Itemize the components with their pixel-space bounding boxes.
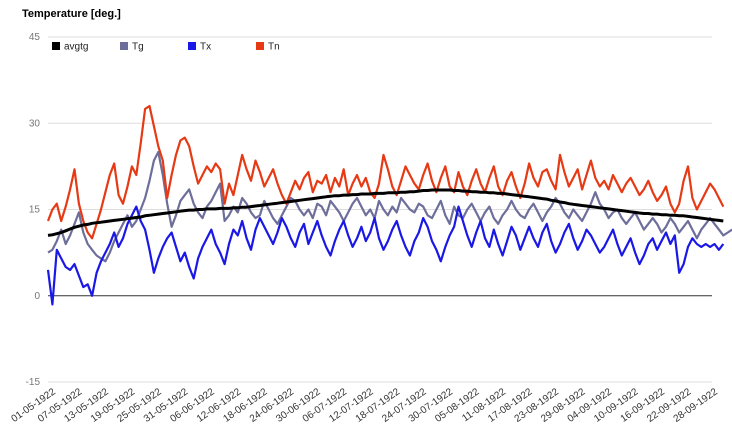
legend-item-tn: Tn [256,42,280,53]
series-line-tn [46,104,725,240]
y-tick-labels: -15 0 15 30 45 [26,32,41,388]
series-line-tg [47,150,732,263]
legend-swatch [52,42,60,50]
legend-label: Tx [200,42,211,53]
legend-swatch [256,42,264,50]
series-line-tx [46,205,725,306]
legend: avgtg Tg Tx Tn [52,42,280,53]
legend-swatch [188,42,196,50]
legend-label: avgtg [64,42,88,53]
legend-swatch [120,42,128,50]
y-tick-label: 45 [29,32,41,43]
x-tick-labels: 01-05-192207-05-192213-05-192219-05-1922… [10,386,721,425]
y-tick-label: 15 [29,205,41,216]
legend-item-avgtg: avgtg [52,42,88,53]
series-lines [46,104,732,306]
series-line-avgtg [47,188,724,237]
y-tick-label: 30 [29,118,41,129]
legend-label: Tg [132,42,144,53]
legend-item-tx: Tx [188,42,211,53]
legend-label: Tn [268,42,280,53]
y-tick-label: -15 [26,377,41,388]
y-tick-label: 0 [34,291,40,302]
chart-title: Temperature [deg.] [22,8,121,20]
legend-item-tg: Tg [120,42,144,53]
